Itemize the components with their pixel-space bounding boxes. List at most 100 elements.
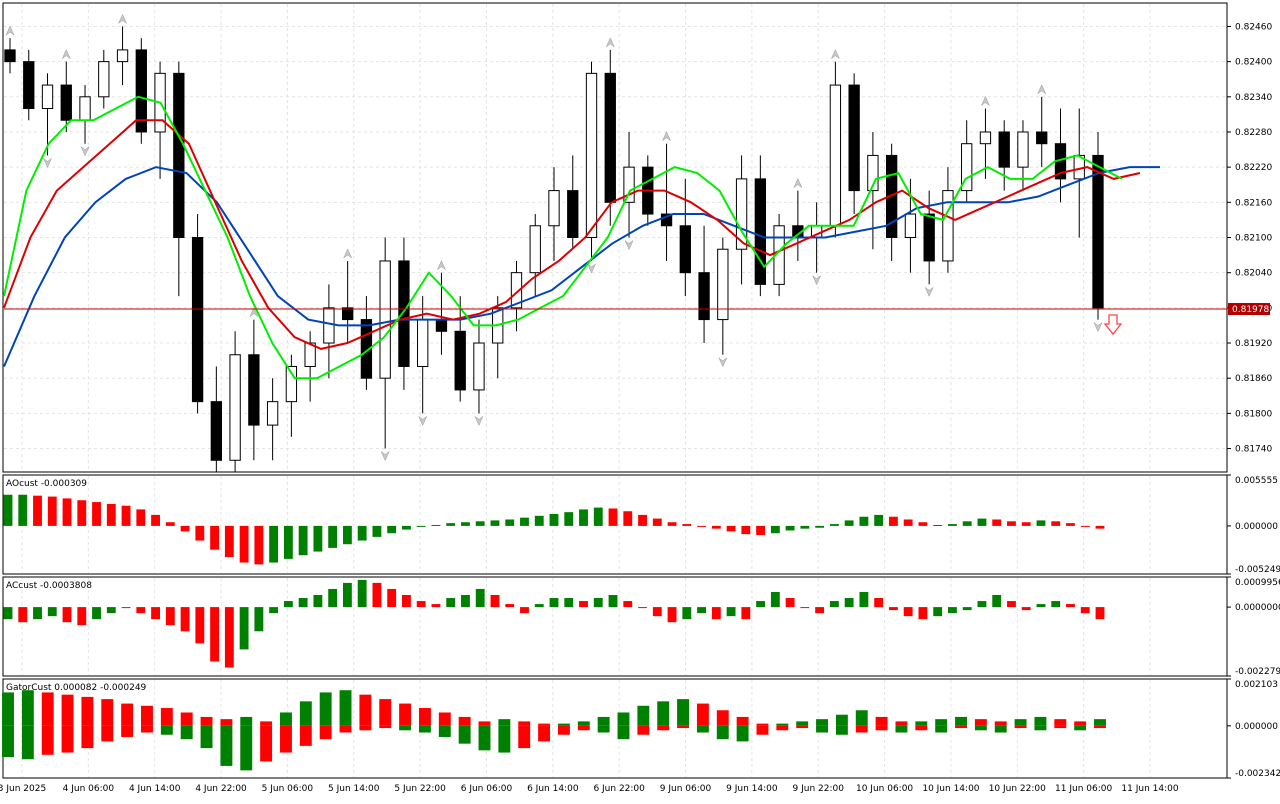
mid-ma-line <box>3 119 1141 350</box>
histogram-bar <box>716 725 729 740</box>
candle <box>585 61 598 261</box>
histogram-bar <box>224 525 234 558</box>
candle <box>210 366 223 472</box>
bear-candle <box>60 84 72 121</box>
histogram-bar <box>1095 525 1105 529</box>
bull-candle <box>473 342 485 391</box>
histogram-bar <box>431 604 441 608</box>
histogram-bar <box>77 607 87 626</box>
histogram-bar <box>915 721 928 726</box>
candle <box>191 214 204 414</box>
x-tick-label: 9 Jun 14:00 <box>726 784 778 794</box>
bear-candle <box>1092 154 1104 309</box>
histogram-bar <box>224 607 234 668</box>
histogram-bar <box>1014 719 1027 726</box>
histogram-bar <box>711 525 721 529</box>
histogram-bar <box>1074 725 1087 731</box>
histogram-bar <box>992 595 1002 608</box>
histogram-bar <box>1036 520 1046 526</box>
histogram-bar <box>800 607 810 609</box>
histogram-bar <box>577 725 590 731</box>
bull-candle <box>904 213 917 239</box>
bull-candle <box>116 49 129 63</box>
y-tick-label: 0.0009956 <box>1235 578 1280 588</box>
y-tick-label: 0.000000 <box>1235 522 1278 532</box>
histogram-bar <box>974 725 987 731</box>
histogram-bar <box>948 524 957 526</box>
histogram-bar <box>549 598 559 608</box>
histogram-bar <box>180 607 190 632</box>
histogram-bar <box>697 607 706 614</box>
histogram-bar <box>3 607 13 620</box>
histogram-bar <box>835 714 848 726</box>
y-tick-label: 0.82100 <box>1235 234 1272 244</box>
histogram-bar <box>816 725 828 733</box>
histogram-bar <box>101 725 114 742</box>
histogram-bar <box>260 721 273 726</box>
x-tick-label: 11 Jun 14:00 <box>1121 784 1178 794</box>
histogram-bar <box>1066 604 1075 608</box>
bear-candle <box>173 72 185 238</box>
fractal-down-arrow <box>80 145 90 157</box>
bear-candle <box>885 154 898 238</box>
histogram-bar <box>815 607 825 614</box>
bear-candle <box>998 131 1010 168</box>
candle <box>698 225 710 344</box>
histogram-bar <box>888 516 898 526</box>
histogram-bar <box>829 524 839 526</box>
histogram-bar <box>498 719 511 726</box>
histogram-bar <box>1051 601 1061 608</box>
candle <box>60 61 72 132</box>
histogram-bar <box>357 579 367 608</box>
histogram-bar <box>299 725 312 746</box>
histogram-bar <box>61 694 74 726</box>
fractal-up-arrow <box>605 37 615 48</box>
bull-candle <box>961 143 973 192</box>
histogram-bar <box>81 725 94 749</box>
histogram-bar <box>18 494 28 526</box>
histogram-bar <box>593 507 603 526</box>
histogram-bar <box>438 725 451 737</box>
histogram-bar <box>359 694 372 726</box>
histogram-bar <box>617 725 630 740</box>
histogram-bar <box>180 525 190 532</box>
histogram-bar <box>313 595 323 608</box>
histogram-bar <box>667 522 677 526</box>
histogram-bar <box>682 524 692 526</box>
candle <box>679 178 691 297</box>
histogram-bar <box>875 716 888 726</box>
histogram-bar <box>418 708 431 726</box>
bull-candle <box>585 72 598 238</box>
histogram-bar <box>1021 522 1031 526</box>
histogram-bar <box>785 525 795 531</box>
histogram-bar <box>478 725 491 751</box>
bear-candle <box>679 225 691 274</box>
bull-candle <box>510 272 523 309</box>
histogram-bar <box>101 699 114 726</box>
histogram-bar <box>461 522 470 526</box>
histogram-bar <box>538 725 551 742</box>
fractal-down-arrow <box>42 157 53 169</box>
histogram-bar <box>200 725 213 749</box>
histogram-bar <box>458 725 471 744</box>
fractal-up-arrow <box>5 25 15 36</box>
histogram-bar <box>637 705 650 726</box>
histogram-bar <box>260 725 273 762</box>
candle <box>717 237 729 355</box>
histogram-bar <box>81 696 94 726</box>
bull-candle <box>529 225 541 274</box>
bear-candle <box>210 401 223 461</box>
histogram-bar <box>955 716 967 726</box>
fractal-up-arrow <box>830 49 840 60</box>
x-tick-label: 4 Jun 22:00 <box>195 784 247 794</box>
histogram-bar <box>240 725 253 771</box>
histogram-bar <box>696 703 709 726</box>
fractal-down-arrow <box>380 450 390 462</box>
histogram-bar <box>254 607 264 632</box>
bull-candle <box>379 260 391 379</box>
histogram-bar <box>933 524 943 526</box>
histogram-bar <box>418 725 431 733</box>
histogram-bar <box>490 595 500 608</box>
